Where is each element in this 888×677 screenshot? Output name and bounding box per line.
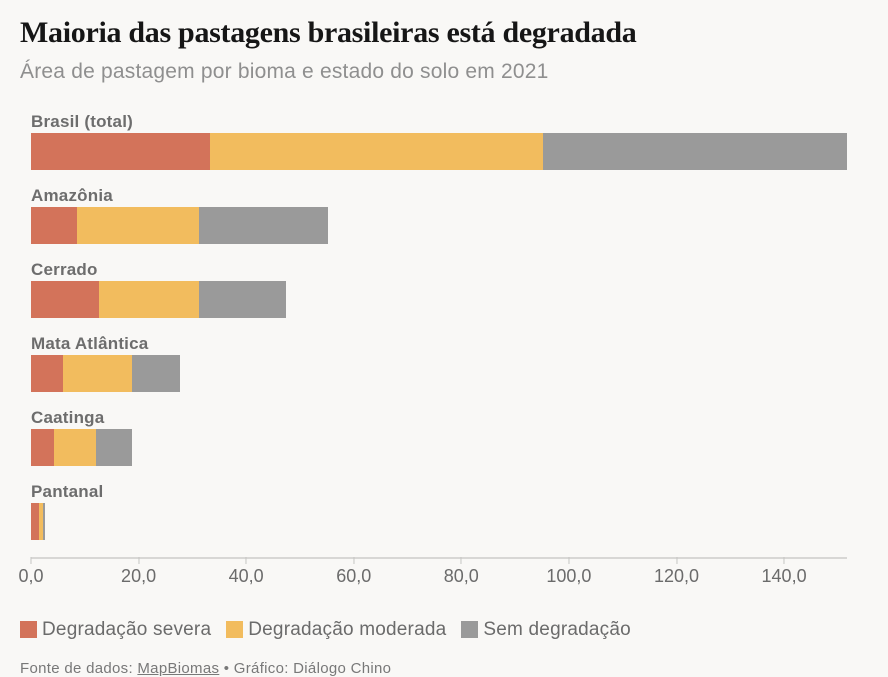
tick-mark	[138, 556, 140, 564]
chart-row-caatinga: Caatinga	[31, 407, 847, 466]
tick-label: 60,0	[336, 565, 372, 586]
category-label: Brasil (total)	[31, 111, 133, 131]
tick-mark	[30, 556, 32, 564]
bar-segment-degradacao-moderada	[62, 354, 133, 392]
legend-label: Degradação moderada	[248, 618, 447, 640]
source-credit: Fonte de dados: MapBiomas • Gráfico: Diá…	[20, 660, 868, 677]
legend-label: Sem degradação	[483, 618, 631, 640]
stacked-bar	[31, 206, 847, 244]
chart-row-amazonia: Amazônia	[31, 185, 847, 244]
tick-mark	[783, 556, 785, 564]
bar-segment-degradacao-severa	[31, 502, 39, 540]
chart-title: Maioria das pastagens brasileiras está d…	[20, 16, 637, 49]
bar-segment-sem-degradacao	[132, 354, 180, 392]
tick-label: 120,0	[653, 565, 700, 586]
axis-tick: 140,0	[761, 556, 807, 587]
axis-tick: 60,0	[336, 556, 372, 587]
axis-tick: 100,0	[546, 556, 592, 587]
chart-subtitle: Área de pastagem por bioma e estado do s…	[20, 59, 549, 83]
axis-tick: 20,0	[121, 556, 157, 587]
chart-row-pantanal: Pantanal	[31, 481, 847, 540]
axis-tick: 0,0	[18, 556, 44, 587]
bar-segment-sem-degradacao	[43, 502, 46, 540]
bar-segment-degradacao-severa	[31, 428, 54, 466]
tick-mark	[460, 556, 462, 564]
legend: Degradação severa Degradação moderada Sem …	[20, 619, 868, 641]
legend-swatch-icon	[461, 621, 479, 638]
x-axis-line	[31, 556, 847, 559]
stacked-bar-chart: Brasil (total) Amazônia Cerrado Mata Atlânt…	[18, 111, 847, 593]
tick-label: 140,0	[761, 565, 807, 586]
chart-rows: Brasil (total) Amazônia Cerrado Mata Atlânt…	[31, 111, 847, 540]
chart-row-mata-atlantica: Mata Atlântica	[31, 333, 847, 392]
stacked-bar	[31, 354, 847, 392]
x-axis: 0,0 20,0 40,0 60,0 80,0 100,0 120,0 140,0	[18, 556, 847, 593]
tick-label: 20,0	[121, 565, 157, 586]
chart-row-brasil-total-: Brasil (total)	[31, 111, 847, 170]
bar-segment-degradacao-moderada	[38, 502, 44, 540]
bar-segment-sem-degradacao	[198, 206, 329, 244]
stacked-bar	[31, 132, 847, 170]
category-label: Mata Atlântica	[31, 333, 149, 353]
source-link[interactable]: MapBiomas	[137, 659, 220, 677]
legend-item-degradacao-moderada: Degradação moderada	[226, 619, 446, 641]
stacked-bar	[31, 280, 847, 318]
tick-mark	[568, 556, 570, 564]
legend-swatch-icon	[226, 621, 244, 638]
bar-segment-degradacao-moderada	[77, 206, 199, 244]
category-label: Amazônia	[31, 185, 113, 205]
tick-mark	[353, 556, 355, 564]
bar-segment-degradacao-severa	[31, 354, 63, 392]
bar-segment-degradacao-moderada	[99, 280, 200, 318]
legend-item-degradacao-severa: Degradação severa	[20, 619, 211, 641]
bar-segment-degradacao-severa	[31, 280, 100, 318]
stacked-bar	[31, 502, 847, 540]
category-label: Pantanal	[31, 481, 104, 501]
axis-tick: 120,0	[653, 556, 700, 587]
bar-segment-degradacao-moderada	[53, 428, 96, 466]
category-label: Caatinga	[31, 407, 105, 427]
bar-segment-sem-degradacao	[95, 428, 133, 466]
tick-label: 0,0	[18, 565, 44, 586]
legend-swatch-icon	[20, 621, 37, 638]
tick-label: 40,0	[228, 565, 264, 586]
bar-segment-degradacao-severa	[31, 206, 78, 244]
bar-segment-degradacao-moderada	[209, 132, 544, 170]
tick-label: 80,0	[443, 565, 479, 586]
chart-row-cerrado: Cerrado	[31, 259, 847, 318]
source-prefix: Fonte de dados:	[20, 659, 138, 677]
stacked-bar	[31, 428, 847, 466]
tick-label: 100,0	[546, 565, 592, 586]
axis-tick: 40,0	[228, 556, 264, 587]
axis-tick: 80,0	[443, 556, 479, 587]
legend-label: Degradação severa	[42, 618, 212, 640]
legend-item-sem-degradacao: Sem degradação	[461, 619, 631, 641]
credit-suffix: • Gráfico: Diálogo Chino	[219, 659, 392, 677]
tick-mark	[675, 556, 677, 564]
category-label: Cerrado	[31, 259, 98, 279]
tick-mark	[245, 556, 247, 564]
bar-segment-sem-degradacao	[199, 280, 287, 318]
bar-segment-degradacao-severa	[31, 132, 210, 170]
bar-segment-sem-degradacao	[543, 132, 847, 170]
